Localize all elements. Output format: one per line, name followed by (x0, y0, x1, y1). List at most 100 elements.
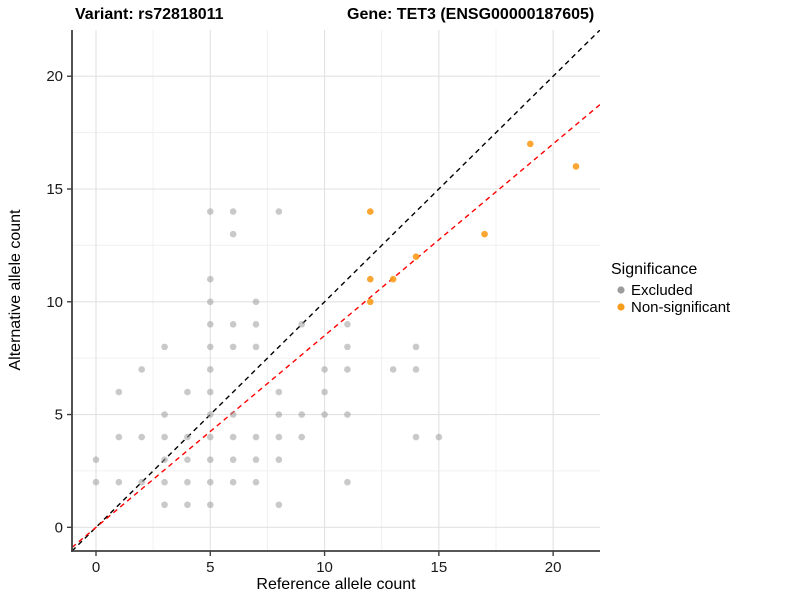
data-point-excluded (252, 433, 260, 441)
data-point-excluded (184, 456, 191, 463)
data-point-excluded (344, 411, 351, 418)
plot-title-gene: Gene: TET3 (ENSG00000187605) (347, 6, 594, 23)
legend-item-label: Non-significant (631, 299, 731, 316)
x-tick-label: 20 (545, 559, 562, 576)
data-point-excluded (206, 478, 214, 486)
data-point-excluded (412, 343, 420, 351)
data-point-excluded (115, 478, 123, 486)
data-point-excluded (321, 411, 328, 418)
data-points (92, 140, 580, 509)
data-point-excluded (206, 501, 214, 509)
data-point-excluded (275, 501, 283, 509)
data-point-non-significant (389, 275, 397, 283)
x-tick-label: 0 (92, 559, 100, 576)
data-point-excluded (92, 456, 100, 463)
legend-swatch-nonsignificant-icon (617, 303, 625, 311)
data-point-non-significant (366, 275, 374, 283)
data-point-excluded (161, 456, 168, 463)
data-point-excluded (252, 321, 260, 328)
data-point-excluded (229, 343, 237, 351)
y-tick-label: 10 (46, 294, 63, 311)
legend-item: Excluded (617, 282, 693, 299)
data-point-excluded (206, 366, 214, 373)
data-point-excluded (412, 433, 420, 441)
data-point-excluded (206, 343, 214, 351)
data-point-excluded (275, 208, 283, 215)
data-point-excluded (161, 411, 168, 418)
x-axis-label: Reference allele count (256, 576, 416, 593)
data-point-excluded (252, 478, 260, 486)
data-point-excluded (184, 501, 191, 509)
legend-item-label: Excluded (631, 282, 693, 299)
data-point-non-significant (366, 208, 374, 215)
data-point-excluded (229, 433, 237, 441)
data-point-excluded (229, 456, 237, 463)
data-point-excluded (298, 433, 306, 441)
data-point-excluded (115, 388, 123, 396)
data-point-excluded (161, 501, 168, 509)
identity-line (72, 30, 600, 551)
legend-title: Significance (611, 261, 697, 278)
data-point-non-significant (366, 298, 374, 306)
data-point-excluded (184, 388, 191, 396)
y-tick-label: 0 (55, 519, 63, 536)
data-point-excluded (344, 478, 351, 486)
data-point-excluded (229, 208, 237, 215)
data-point-excluded (206, 433, 214, 441)
data-point-excluded (344, 321, 351, 328)
data-point-excluded (229, 478, 237, 486)
data-point-excluded (206, 411, 214, 418)
data-point-excluded (321, 366, 328, 373)
y-tick-label: 5 (55, 407, 63, 424)
data-point-excluded (184, 433, 191, 441)
data-point-excluded (138, 366, 146, 373)
gridlines-minor (72, 30, 600, 551)
data-point-excluded (435, 433, 443, 441)
data-point-excluded (321, 388, 328, 396)
data-point-excluded (252, 456, 260, 463)
data-point-excluded (138, 478, 146, 486)
gridlines-major (72, 30, 600, 551)
data-point-excluded (115, 433, 123, 441)
legend: Significance Excluded Non-significant (611, 261, 731, 316)
data-point-excluded (344, 366, 351, 373)
data-point-excluded (206, 321, 214, 328)
data-point-excluded (206, 298, 214, 306)
data-point-non-significant (526, 140, 534, 148)
data-point-excluded (275, 411, 283, 418)
data-point-excluded (298, 411, 306, 418)
data-point-excluded (275, 388, 283, 396)
data-point-excluded (298, 321, 306, 328)
data-point-non-significant (572, 163, 580, 170)
data-point-excluded (206, 275, 214, 283)
data-point-excluded (92, 478, 100, 486)
legend-swatch-excluded-icon (617, 286, 625, 294)
data-point-excluded (412, 366, 420, 373)
data-point-excluded (184, 478, 191, 486)
axis-tick-labels: 0 5 10 15 20 0 5 10 15 20 (46, 68, 561, 576)
data-point-non-significant (481, 230, 488, 238)
data-point-excluded (161, 478, 168, 486)
y-axis-label: Alternative allele count (7, 209, 24, 371)
data-point-excluded (161, 433, 168, 441)
data-point-excluded (206, 456, 214, 463)
data-point-non-significant (412, 253, 420, 260)
x-tick-label: 10 (316, 559, 333, 576)
data-point-excluded (229, 321, 237, 328)
data-point-excluded (344, 343, 351, 351)
axis-tick-marks (67, 75, 554, 556)
axis-lines (71, 30, 600, 552)
data-point-excluded (229, 230, 237, 238)
data-point-excluded (252, 343, 260, 351)
data-point-excluded (206, 388, 214, 396)
data-point-excluded (275, 433, 283, 441)
data-point-excluded (138, 433, 146, 441)
data-point-excluded (389, 366, 397, 373)
data-point-excluded (229, 411, 237, 418)
reference-lines (72, 30, 600, 551)
data-point-excluded (206, 208, 214, 215)
data-point-excluded (161, 343, 168, 351)
x-tick-label: 15 (431, 559, 448, 576)
